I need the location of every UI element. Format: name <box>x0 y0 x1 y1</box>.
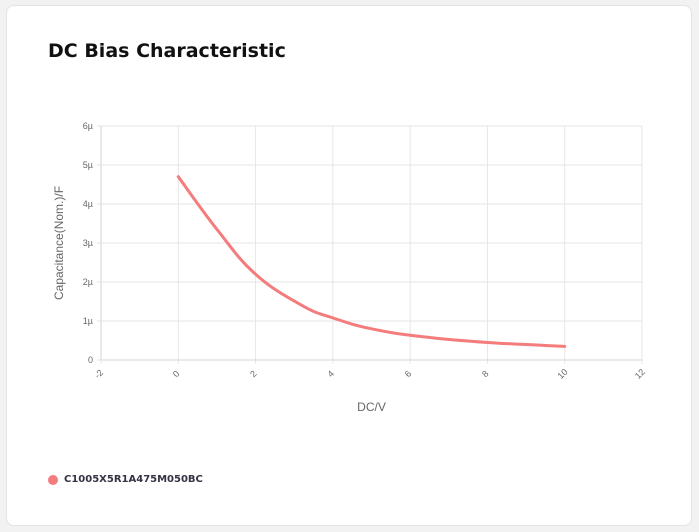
x-tick-label: 6 <box>403 369 414 380</box>
y-tick-label: 6µ <box>83 121 93 131</box>
x-tick-label: -2 <box>93 368 106 381</box>
x-tick-label: 10 <box>556 367 570 381</box>
x-tick-label: 4 <box>325 369 336 380</box>
x-tick-label: 12 <box>633 367 647 381</box>
x-tick-label: 0 <box>171 369 182 380</box>
y-tick-label: 2µ <box>83 277 93 287</box>
axes <box>100 126 642 361</box>
y-tick-label: 4µ <box>83 199 93 209</box>
legend-label: C1005X5R1A475M050BC <box>64 474 203 485</box>
x-axis-ticks: -2 0 2 4 6 8 10 12 <box>93 367 647 381</box>
legend-swatch <box>48 474 58 485</box>
y-tick-label: 0 <box>88 355 93 365</box>
y-axis-ticks: 0 1µ 2µ 3µ 4µ 5µ 6µ <box>83 121 93 365</box>
chart-card: DC Bias Characteristic C1005X5R1A475M050… <box>6 5 692 526</box>
series-line[interactable] <box>176 175 567 348</box>
y-axis-label: Capacitance(Nom.)/F <box>52 186 66 300</box>
x-tick-label: 2 <box>248 369 259 380</box>
legend[interactable]: C1005X5R1A475M050BC <box>48 474 203 485</box>
x-tick-label: 8 <box>480 369 491 380</box>
x-axis-label: DC/V <box>357 400 386 414</box>
y-tick-label: 3µ <box>83 238 93 248</box>
y-tick-label: 1µ <box>83 316 93 326</box>
chart-title: DC Bias Characteristic <box>48 40 286 62</box>
y-tick-label: 5µ <box>83 160 93 170</box>
